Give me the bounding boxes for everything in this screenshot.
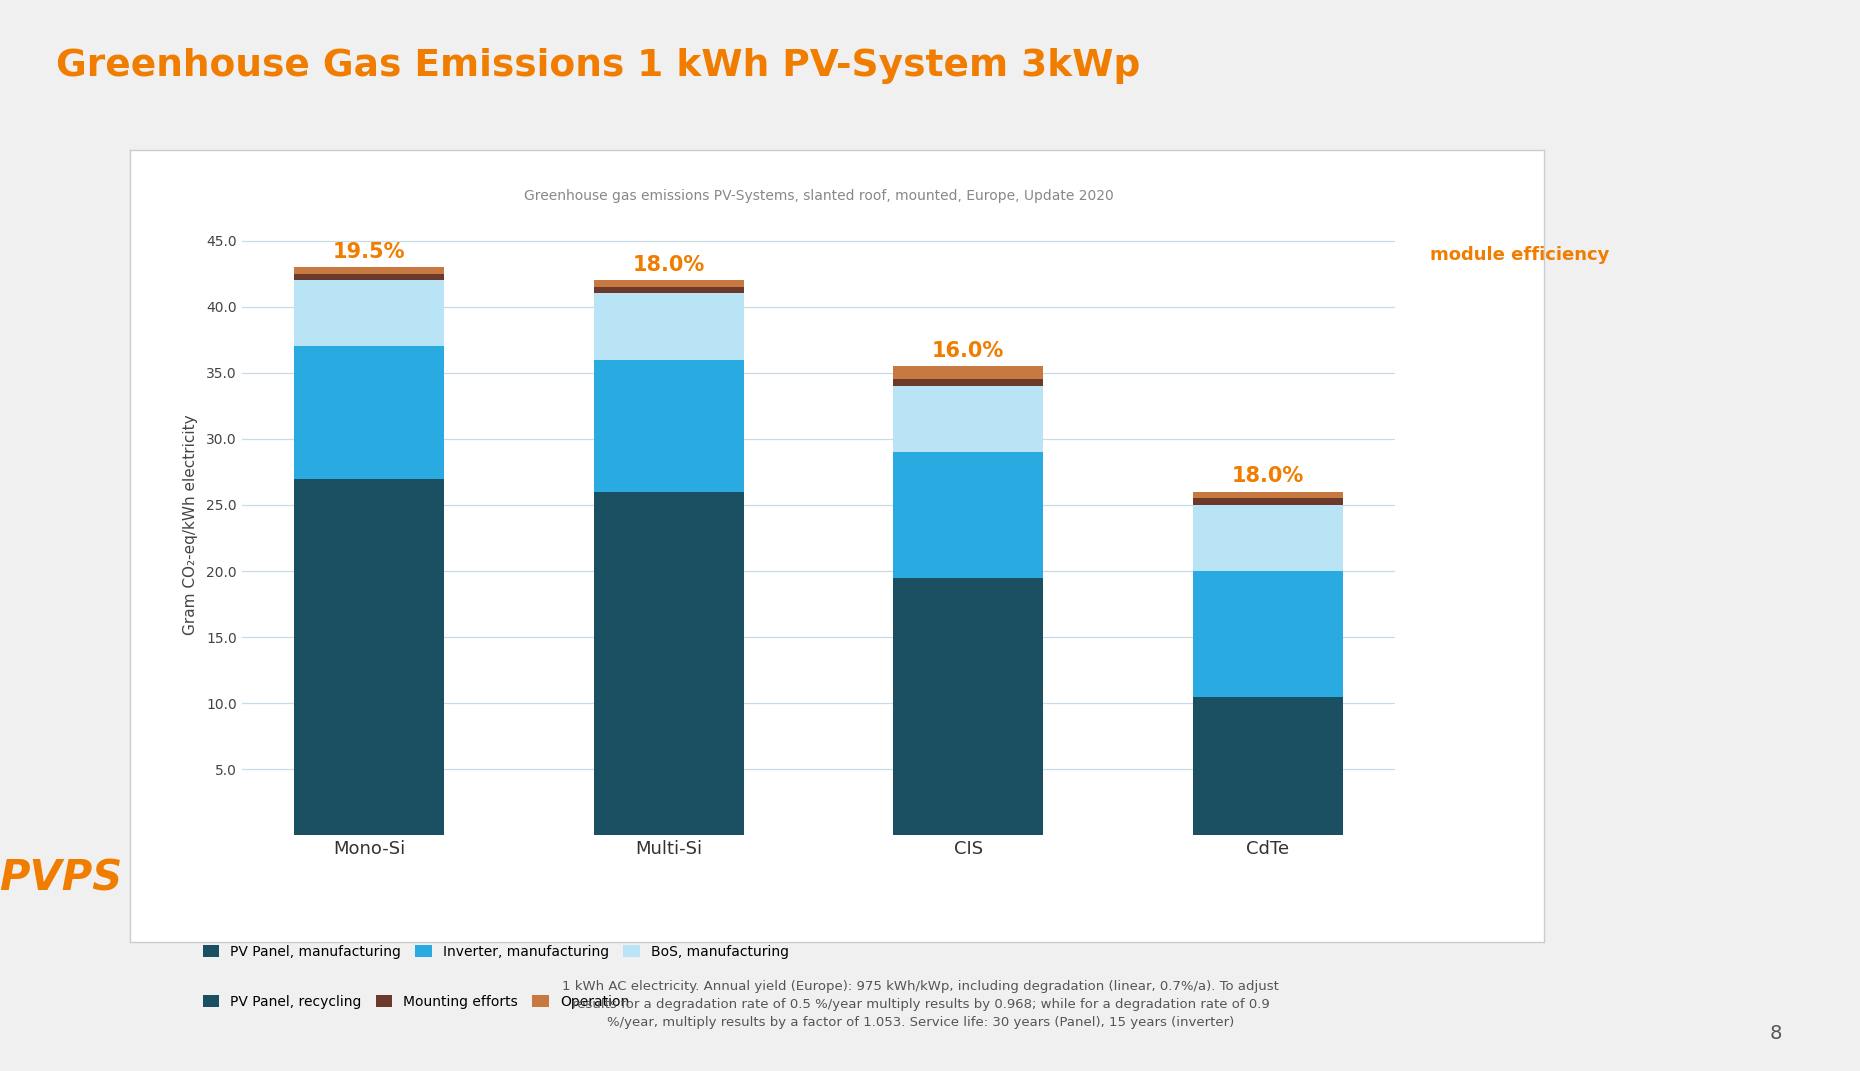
Bar (893, 366, 1043, 379)
Text: PVPS: PVPS (0, 857, 123, 900)
Bar (593, 293, 744, 360)
Bar (593, 360, 744, 492)
Bar (1192, 571, 1343, 696)
Text: 16.0%: 16.0% (932, 341, 1004, 361)
Bar (294, 274, 445, 281)
Bar (593, 287, 744, 293)
Legend: PV Panel, recycling, Mounting efforts, Operation: PV Panel, recycling, Mounting efforts, O… (203, 995, 629, 1009)
Bar (893, 379, 1043, 386)
Bar (893, 452, 1043, 577)
Bar (1192, 696, 1343, 835)
Text: 18.0%: 18.0% (1231, 467, 1304, 486)
Title: Greenhouse gas emissions PV-Systems, slanted roof, mounted, Europe, Update 2020: Greenhouse gas emissions PV-Systems, sla… (523, 190, 1114, 203)
Bar (294, 281, 445, 346)
Text: 1 kWh AC electricity. Annual yield (Europe): 975 kWh/kWp, including degradation : 1 kWh AC electricity. Annual yield (Euro… (562, 980, 1280, 1029)
Bar (893, 577, 1043, 835)
Text: 18.0%: 18.0% (632, 255, 705, 275)
Bar (593, 492, 744, 835)
Bar (1192, 504, 1343, 571)
Text: Greenhouse Gas Emissions 1 kWh PV-System 3kWp: Greenhouse Gas Emissions 1 kWh PV-System… (56, 48, 1140, 85)
Text: module efficiency: module efficiency (1430, 245, 1609, 263)
Bar (294, 267, 445, 274)
Text: 19.5%: 19.5% (333, 242, 405, 261)
Bar (893, 386, 1043, 452)
Bar (593, 281, 744, 287)
Bar (1192, 498, 1343, 504)
Bar (1192, 492, 1343, 498)
Text: 8: 8 (1771, 1024, 1782, 1043)
Bar (294, 479, 445, 835)
Bar (294, 346, 445, 479)
Y-axis label: Gram CO₂-eq/kWh electricity: Gram CO₂-eq/kWh electricity (182, 414, 197, 635)
